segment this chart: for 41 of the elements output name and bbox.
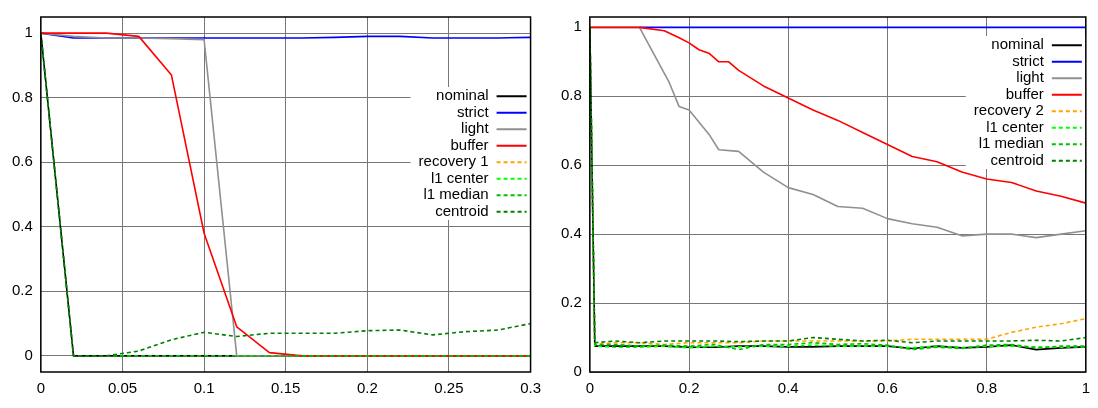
- x-tick-label: 0.25: [434, 379, 464, 397]
- y-tick-label: 0.6: [11, 152, 33, 170]
- y-tick-label: 1: [573, 17, 582, 35]
- x-tick-label: 0.6: [877, 379, 898, 397]
- x-tick-label: 0.1: [193, 379, 215, 397]
- legend-label: strict: [1012, 51, 1045, 69]
- y-tick-label: 0.8: [560, 86, 582, 104]
- legend-label: recovery 1: [418, 152, 489, 170]
- y-tick-label: 0.2: [11, 281, 33, 299]
- y-tick-label: 0.8: [11, 87, 33, 105]
- legend-label: buffer: [450, 135, 489, 153]
- x-tick-label: 0: [36, 379, 46, 397]
- x-tick-label: 0.2: [678, 379, 700, 397]
- y-tick-label: 0.4: [560, 224, 582, 242]
- legend-label: light: [461, 119, 490, 137]
- y-tick-label: 1: [24, 23, 33, 41]
- legend-label: recovery 2: [973, 101, 1044, 119]
- x-tick-label: 0.3: [520, 379, 541, 397]
- x-tick-label: 0.05: [107, 379, 138, 397]
- legend-label: nominal: [436, 86, 489, 104]
- legend-label: l1 center: [986, 117, 1044, 135]
- y-tick-label: 0.2: [560, 293, 582, 311]
- legend-label: l1 median: [423, 185, 489, 203]
- x-tick-label: 0.8: [976, 379, 998, 397]
- legend-label: strict: [456, 102, 490, 120]
- legend-label: buffer: [1005, 84, 1044, 102]
- legend-label: nominal: [991, 35, 1044, 53]
- y-tick-label: 0: [24, 346, 33, 363]
- legend-label: l1 center: [431, 168, 489, 186]
- x-tick-label: 0.2: [356, 379, 378, 397]
- x-tick-label: 1: [1081, 379, 1090, 397]
- legend-label: centroid: [990, 150, 1044, 168]
- y-tick-label: 0.4: [11, 216, 33, 234]
- legend-label: l1 median: [978, 134, 1044, 152]
- y-tick-label: 0: [573, 362, 582, 380]
- x-tick-label: 0.4: [777, 379, 799, 397]
- x-tick-label: 0.15: [271, 379, 301, 397]
- legend-label: light: [1016, 68, 1045, 86]
- legend-label: centroid: [435, 201, 489, 219]
- y-tick-label: 0.6: [560, 155, 582, 173]
- x-tick-label: 0: [585, 379, 595, 397]
